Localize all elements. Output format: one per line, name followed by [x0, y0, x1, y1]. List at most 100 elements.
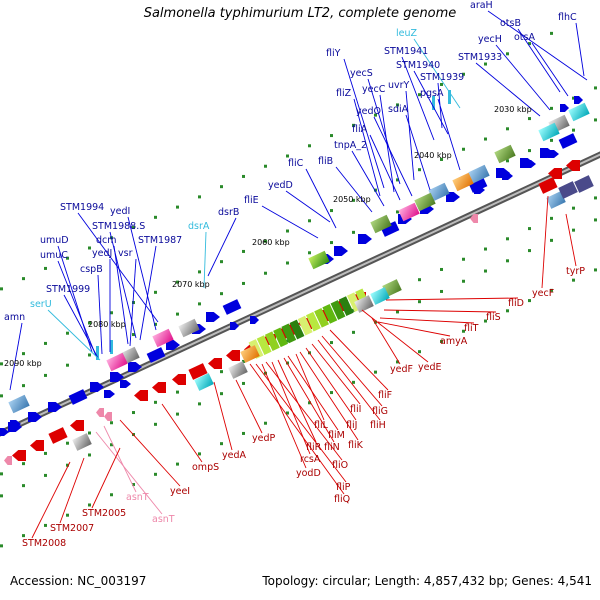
flagellar-operon-block: [314, 307, 330, 328]
gene-label: fliY: [326, 48, 341, 59]
gene-label: fliN: [324, 442, 340, 453]
tick-dot: [374, 113, 377, 117]
tick-dot: [352, 308, 355, 312]
gene-leader-line: [531, 42, 569, 97]
gene-leader-line: [541, 195, 549, 289]
gene-leader-line: [235, 379, 263, 434]
tick-dot: [308, 251, 311, 255]
gene-label: fliS: [486, 312, 501, 323]
flagellar-operon-block: [322, 304, 338, 324]
feature-block: [414, 192, 436, 212]
feature-block: [468, 164, 490, 184]
tick-dot: [572, 206, 575, 210]
gene-leader-line: [127, 216, 157, 331]
plus-strand-gene: [574, 96, 583, 104]
gene-leader-line: [283, 357, 335, 443]
tick-dot: [242, 431, 245, 435]
gene-label: STM2005: [82, 508, 126, 519]
minus-strand-gene: [208, 358, 222, 369]
gene-leader-line: [97, 274, 103, 355]
tick-dot: [484, 319, 487, 323]
tick-dot: [572, 278, 575, 282]
gene-label: STM2008: [22, 538, 66, 549]
tick-dot: [44, 451, 47, 455]
gene-label: cspB: [80, 264, 103, 275]
gene-label: fliH: [370, 420, 386, 431]
tick-dot: [220, 260, 223, 264]
tick-dot: [0, 362, 3, 366]
tick-dot: [44, 266, 47, 270]
topology-label: Topology: circular; Length: 4,857,432 bp…: [262, 574, 592, 588]
gene-label: tyrP: [566, 266, 585, 277]
tick-dot: [286, 339, 289, 343]
trna-marker: [432, 96, 435, 110]
flagellar-operon-block: [256, 335, 272, 355]
tick-dot: [594, 268, 597, 272]
flagellar-operon-block: [338, 296, 354, 316]
feature-block: [574, 175, 594, 193]
tick-dot: [550, 31, 553, 35]
tick-dot: [396, 210, 399, 214]
gene-leader-line: [91, 447, 121, 509]
tick-dot: [22, 277, 25, 281]
gene-leader-line: [103, 425, 137, 493]
trna-marker: [448, 90, 451, 104]
tick-dot: [396, 310, 399, 314]
tick-dot: [440, 267, 443, 271]
minus-strand-gene: [12, 450, 26, 461]
kbp-label: 2080 kbp: [88, 320, 126, 329]
tick-dot: [88, 503, 91, 507]
minus-strand-gene: [152, 382, 166, 393]
kbp-label: 2090 kbp: [4, 359, 42, 368]
tick-dot: [506, 52, 509, 56]
tick-dot: [0, 472, 3, 476]
gene-label: yedO: [356, 106, 381, 117]
plus-strand-gene: [10, 420, 21, 428]
tick-dot: [0, 287, 3, 291]
minus-strand-trna: [4, 456, 12, 465]
tick-dot: [154, 472, 157, 476]
gene-label: STM1933: [458, 52, 502, 63]
tick-dot: [176, 390, 179, 394]
minus-strand-gene: [30, 440, 44, 451]
tick-dot: [66, 463, 69, 467]
gene-leader-line: [405, 90, 415, 181]
tick-dot: [132, 411, 135, 415]
feature-block: [178, 318, 200, 338]
gene-labels-layer: araH otsB flhC yecH otsA leuZ STM1933 STM1941 ST…: [4, 0, 585, 549]
gene-leader-line: [575, 22, 585, 77]
gene-leader-line: [329, 329, 389, 391]
feature-block: [194, 373, 214, 391]
tick-dot: [286, 229, 289, 233]
tick-dot: [594, 118, 597, 122]
plus-strand-gene: [48, 402, 62, 412]
tick-dot: [308, 401, 311, 405]
gene-label: fliF: [378, 390, 392, 401]
gene-label: fliR: [306, 442, 322, 453]
gene-leader-line: [287, 355, 339, 431]
tick-dot: [572, 228, 575, 232]
gene-label: STM1941: [384, 46, 428, 57]
gene-leader-line: [59, 457, 85, 524]
tick-dot: [352, 330, 355, 334]
tick-dot: [154, 400, 157, 404]
gene-leader-line: [9, 322, 23, 391]
tick-dot: [418, 278, 421, 282]
leader-lines-layer: [9, 10, 588, 539]
gene-label: yedI: [110, 206, 130, 217]
gene-label: tnpA_2: [334, 140, 367, 151]
tick-dot: [0, 494, 3, 498]
gene-leader-line: [487, 10, 588, 81]
gene-label: otsB: [500, 18, 521, 29]
tick-dot: [22, 484, 25, 488]
tick-dot: [506, 237, 509, 241]
tick-dot: [44, 341, 47, 345]
gene-leader-line: [213, 381, 233, 451]
tick-dot: [352, 123, 355, 127]
gene-label: fliA: [352, 124, 368, 135]
plus-strand-gene: [110, 372, 124, 382]
feature-block: [428, 182, 450, 202]
minus-strand-gene: [226, 350, 240, 361]
tick-dot: [176, 205, 179, 209]
plus-strand-gene: [120, 380, 131, 388]
